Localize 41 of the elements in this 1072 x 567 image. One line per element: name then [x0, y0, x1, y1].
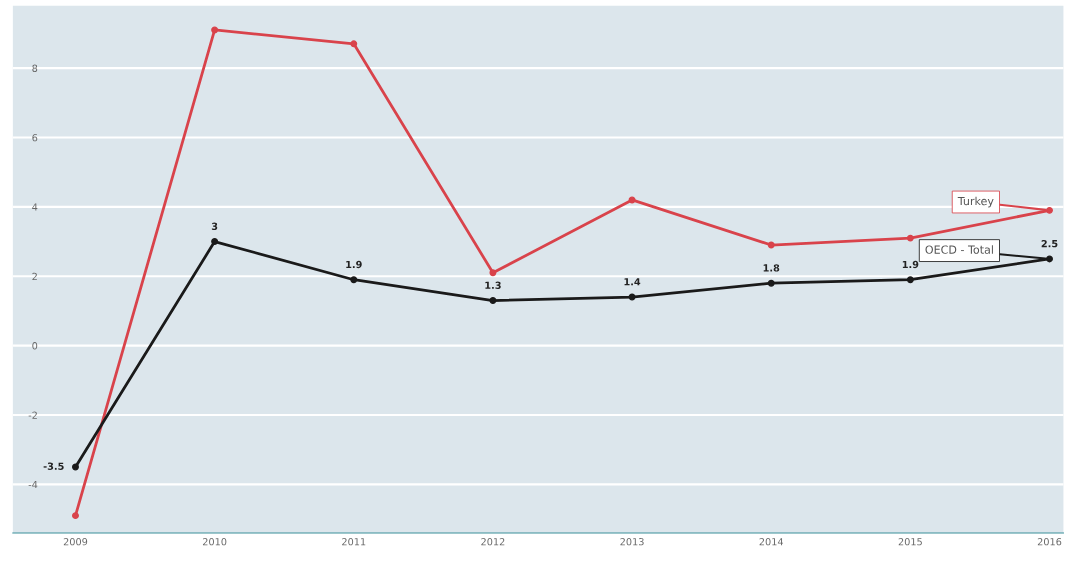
data-label: 3 — [211, 222, 218, 230]
point — [767, 279, 775, 287]
y-tick-label: 6 — [32, 133, 38, 142]
data-label: 1.8 — [763, 264, 780, 272]
x-tick-label: 2010 — [202, 538, 227, 546]
point — [211, 26, 219, 34]
data-label: 1.9 — [346, 260, 362, 269]
point — [350, 276, 358, 284]
point — [767, 241, 775, 249]
y-tick-label: -2 — [28, 411, 37, 419]
point — [1046, 206, 1053, 214]
point — [489, 269, 497, 277]
y-tick-label: 0 — [32, 342, 38, 350]
data-label: -3.5 — [43, 462, 64, 470]
point — [350, 40, 358, 48]
data-label: 1.9 — [902, 260, 919, 269]
x-tick-label: 2015 — [898, 538, 922, 546]
point — [628, 196, 636, 204]
point — [906, 234, 914, 242]
legend-label: Turkey — [957, 196, 994, 208]
point — [72, 463, 79, 471]
point — [72, 512, 79, 520]
data-label: 1.3 — [485, 281, 501, 289]
x-tick-label: 2009 — [63, 538, 88, 546]
data-label: 1.4 — [624, 278, 641, 286]
x-tick-label: 2013 — [620, 538, 644, 546]
point — [1046, 255, 1053, 263]
y-tick-label: 2 — [32, 272, 37, 280]
point — [906, 276, 914, 284]
y-tick-label: 4 — [32, 203, 38, 211]
x-tick-label: 2012 — [481, 538, 505, 546]
y-tick-label: -4 — [28, 481, 38, 489]
x-tick-label: 2011 — [342, 538, 366, 546]
y-tick-label: 8 — [32, 64, 38, 72]
point — [489, 297, 497, 305]
data-label: 2.5 — [1041, 239, 1058, 248]
x-tick-label: 2014 — [759, 538, 784, 546]
legend-label: OECD - Total — [925, 245, 993, 254]
x-tick-label: 2016 — [1037, 538, 1062, 546]
point — [628, 293, 636, 301]
point — [211, 238, 219, 246]
